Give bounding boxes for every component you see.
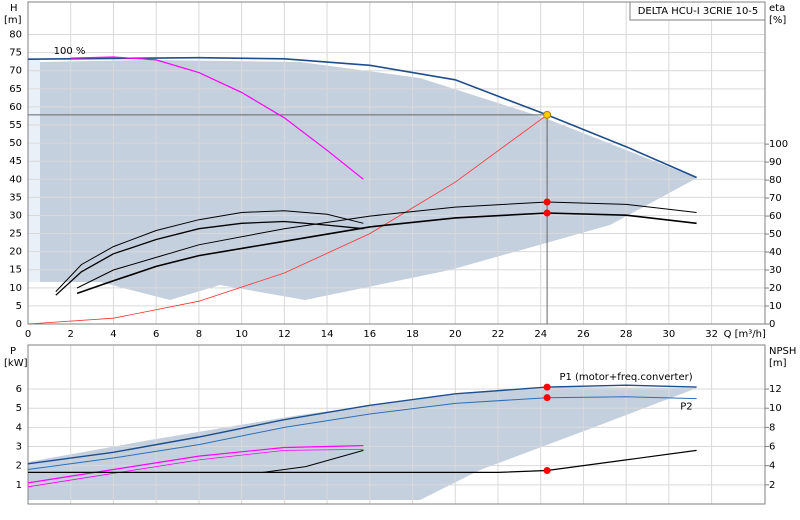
y2-tick-label: 30 bbox=[769, 265, 782, 276]
x-tick-label: 18 bbox=[406, 329, 419, 340]
chart-title: DELTA HCU-I 3CRIE 10-5 bbox=[638, 6, 759, 17]
y2-tick-label: 10 bbox=[769, 403, 782, 414]
y-tick-label: 2 bbox=[16, 461, 22, 472]
y-tick-label: 55 bbox=[9, 120, 22, 131]
curve bbox=[27, 396, 697, 470]
shade bbox=[28, 60, 40, 282]
x-tick-label: 16 bbox=[363, 329, 376, 340]
y-tick-label: 50 bbox=[9, 138, 22, 149]
y-tick-label: 30 bbox=[9, 210, 22, 221]
y2-tick-label: 8 bbox=[769, 422, 775, 433]
y-tick-label: 15 bbox=[9, 265, 22, 276]
x-tick-label: 28 bbox=[620, 329, 633, 340]
curve bbox=[55, 220, 364, 296]
x-axis-label: Q [m³/h] bbox=[724, 329, 766, 340]
y2-tick-label: 0 bbox=[769, 319, 775, 330]
curve bbox=[70, 56, 364, 180]
x-tick-label: 20 bbox=[449, 329, 462, 340]
marker bbox=[543, 209, 551, 217]
x-tick-label: 8 bbox=[196, 329, 202, 340]
y2-tick-label: 50 bbox=[769, 229, 782, 240]
shade bbox=[40, 60, 697, 300]
y-tick-label: 10 bbox=[9, 283, 22, 294]
y2-tick-label: 90 bbox=[769, 157, 782, 168]
y-tick-label: 3 bbox=[16, 442, 22, 453]
y-tick-label: 25 bbox=[9, 229, 22, 240]
y2-axis-label: NPSH bbox=[769, 346, 796, 357]
y2-tick-label: 12 bbox=[769, 384, 782, 395]
curve bbox=[27, 445, 364, 484]
x-tick-label: 0 bbox=[25, 329, 31, 340]
curve bbox=[76, 212, 697, 295]
plot-frame bbox=[27, 1, 766, 325]
y-tick-label: 0 bbox=[16, 319, 22, 330]
y-tick-label: 5 bbox=[16, 301, 22, 312]
y-axis-label: H bbox=[10, 3, 18, 14]
y2-tick-label: 6 bbox=[769, 442, 775, 453]
marker bbox=[543, 383, 551, 391]
curve bbox=[76, 201, 697, 289]
y2-tick-label: 40 bbox=[769, 247, 782, 258]
y2-tick-label: 80 bbox=[769, 175, 782, 186]
x-tick-label: 14 bbox=[321, 329, 334, 340]
y-axis-unit: [kW] bbox=[4, 358, 28, 369]
x-tick-label: 6 bbox=[153, 329, 159, 340]
y-tick-label: 80 bbox=[9, 30, 22, 41]
shade bbox=[28, 387, 697, 500]
x-tick-label: 4 bbox=[110, 329, 116, 340]
legend-label: P1 (motor+freq.converter) bbox=[559, 372, 692, 383]
curve bbox=[27, 384, 697, 465]
y-tick-label: 65 bbox=[9, 84, 22, 95]
y-tick-label: 75 bbox=[9, 48, 22, 59]
y2-tick-label: 60 bbox=[769, 211, 782, 222]
y-tick-label: 4 bbox=[16, 422, 22, 433]
x-tick-label: 22 bbox=[492, 329, 505, 340]
x-tick-label: 30 bbox=[663, 329, 676, 340]
legend-label: P2 bbox=[680, 402, 692, 413]
y-tick-label: 35 bbox=[9, 192, 22, 203]
y-axis-unit: [m] bbox=[4, 15, 22, 26]
curve-label: 100 % bbox=[54, 46, 86, 57]
curve bbox=[27, 56, 697, 179]
marker bbox=[543, 198, 551, 206]
y2-axis-label: eta bbox=[769, 3, 785, 14]
x-tick-label: 10 bbox=[235, 329, 248, 340]
y-tick-label: 1 bbox=[16, 480, 22, 491]
y-tick-label: 40 bbox=[9, 174, 22, 185]
y2-tick-label: 70 bbox=[769, 193, 782, 204]
curve bbox=[55, 210, 364, 292]
x-tick-label: 12 bbox=[278, 329, 291, 340]
y-tick-label: 5 bbox=[16, 403, 22, 414]
y-tick-label: 45 bbox=[9, 156, 22, 167]
y2-tick-label: 10 bbox=[769, 301, 782, 312]
curve bbox=[27, 114, 548, 325]
title-box bbox=[629, 1, 766, 21]
y-tick-label: 20 bbox=[9, 247, 22, 258]
y2-tick-label: 4 bbox=[769, 461, 775, 472]
y2-axis-unit: [%] bbox=[769, 15, 786, 26]
marker bbox=[543, 110, 552, 119]
y2-tick-label: 20 bbox=[769, 283, 782, 294]
x-tick-label: 24 bbox=[534, 329, 547, 340]
marker bbox=[543, 466, 551, 474]
y-tick-label: 70 bbox=[9, 66, 22, 77]
y-tick-label: 6 bbox=[16, 384, 22, 395]
x-tick-label: 26 bbox=[577, 329, 590, 340]
x-tick-label: 2 bbox=[68, 329, 74, 340]
y-tick-label: 60 bbox=[9, 102, 22, 113]
curve bbox=[27, 449, 364, 488]
y2-axis-unit: [m] bbox=[769, 358, 787, 369]
plot-frame bbox=[27, 344, 766, 505]
x-tick-label: 32 bbox=[705, 329, 718, 340]
curve bbox=[262, 449, 364, 473]
y-axis-label: P bbox=[10, 346, 16, 357]
y2-tick-label: 100 bbox=[769, 139, 788, 150]
marker bbox=[543, 394, 551, 402]
y2-tick-label: 2 bbox=[769, 480, 775, 491]
